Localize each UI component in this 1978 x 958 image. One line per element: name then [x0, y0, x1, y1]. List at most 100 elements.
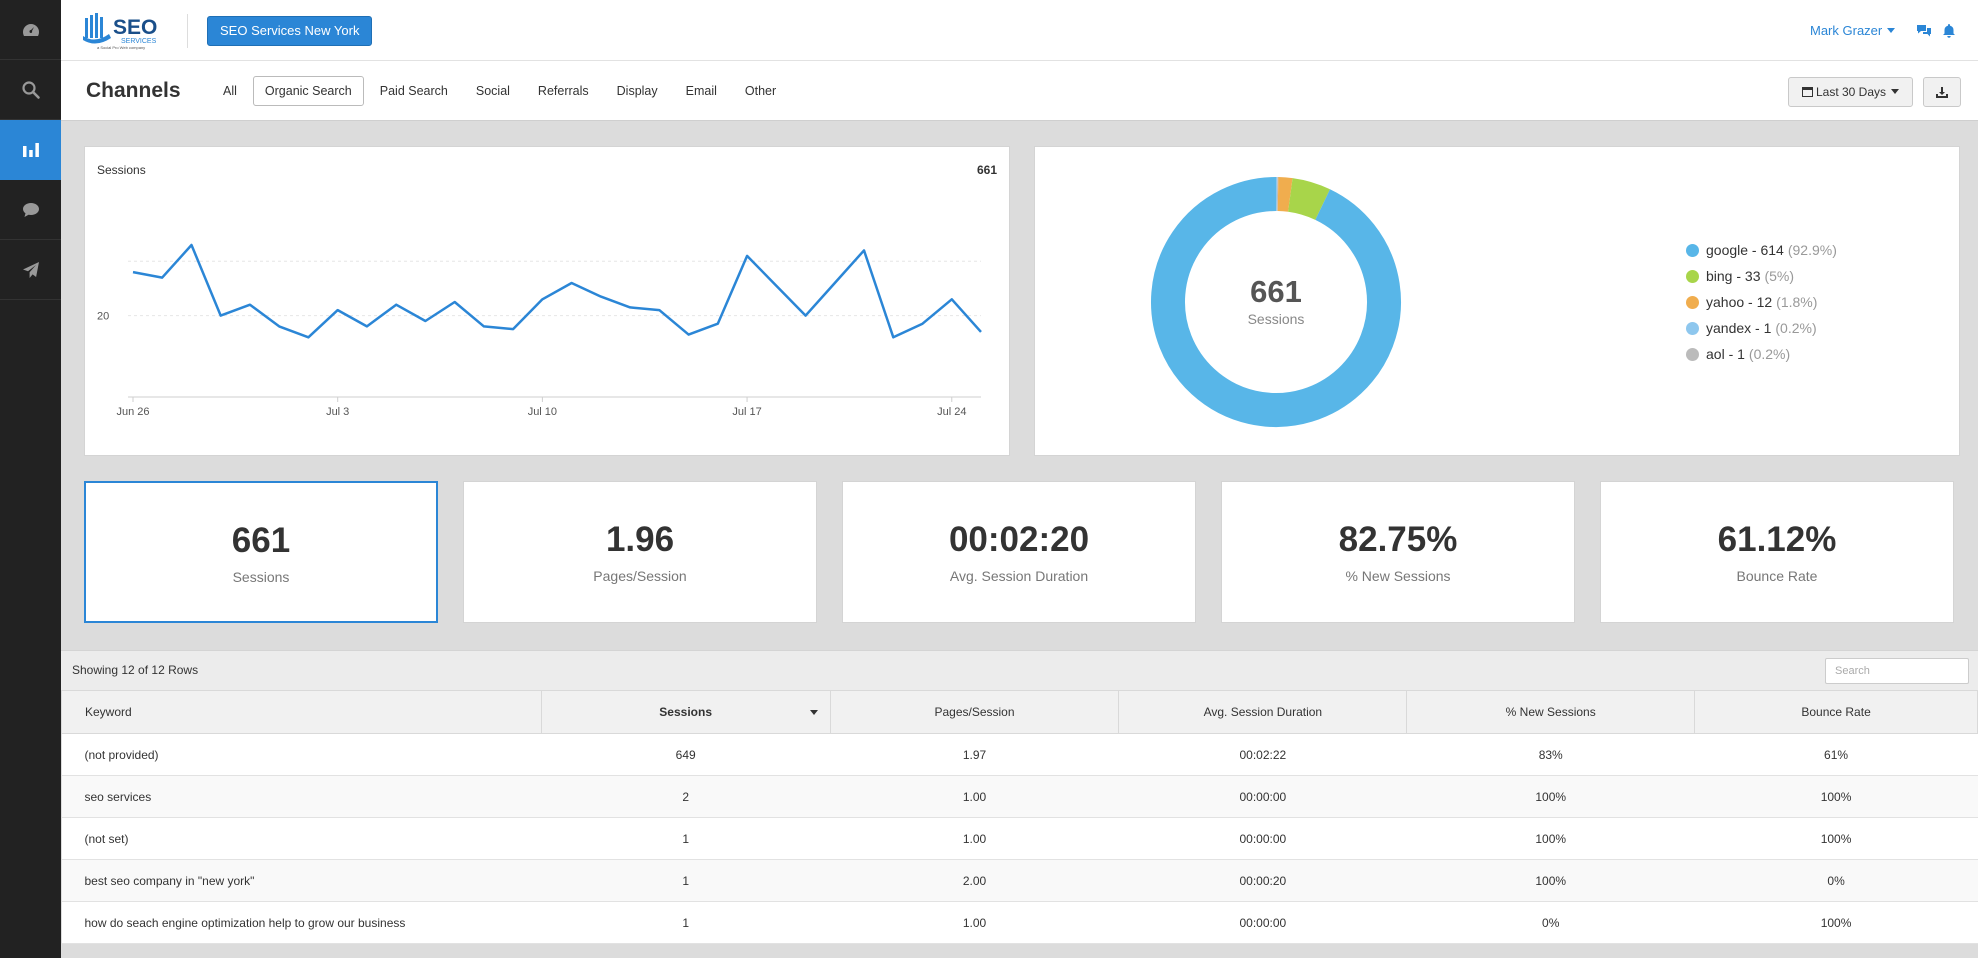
tab-social[interactable]: Social	[475, 84, 510, 98]
col-header-bounce-rate[interactable]: Bounce Rate	[1694, 690, 1978, 734]
kpi-bounce-rate[interactable]: 61.12% Bounce Rate	[1600, 481, 1954, 623]
data-point[interactable]	[745, 254, 749, 258]
data-point[interactable]	[219, 314, 223, 318]
data-point[interactable]	[453, 300, 457, 304]
data-point[interactable]	[979, 330, 983, 334]
kpi-avg-session-duration[interactable]: 00:02:20 Avg. Session Duration	[842, 481, 1196, 623]
sidebar-item-send[interactable]	[0, 240, 61, 300]
donut-slice-yahoo[interactable]	[1277, 177, 1293, 212]
data-point[interactable]	[131, 270, 135, 274]
data-point[interactable]	[160, 276, 164, 280]
data-point[interactable]	[774, 284, 778, 288]
data-point[interactable]	[336, 308, 340, 312]
table-row[interactable]: how do seach engine optimization help to…	[61, 901, 1978, 944]
user-menu[interactable]: Mark Grazer	[1810, 23, 1896, 38]
tab-organic-search[interactable]: Organic Search	[252, 76, 364, 106]
legend-label: yandex - 1	[1706, 320, 1772, 336]
data-point[interactable]	[862, 248, 866, 252]
data-point[interactable]	[248, 303, 252, 307]
legend-percent: (92.9%)	[1787, 242, 1837, 258]
tab-referrals[interactable]: Referrals	[537, 84, 589, 98]
tab-paid-search[interactable]: Paid Search	[379, 84, 448, 98]
data-point[interactable]	[306, 335, 310, 339]
y-tick-label: 20	[97, 311, 109, 323]
col-header-sessions[interactable]: Sessions	[540, 690, 831, 734]
table-search-input[interactable]	[1825, 658, 1969, 684]
data-point[interactable]	[570, 281, 574, 285]
data-point[interactable]	[277, 324, 281, 328]
data-point[interactable]	[394, 303, 398, 307]
sessions-line-chart-card: Sessions 661 20 Jun 26 Jul 3 Jul 10 Jul 17 Ju…	[84, 146, 1010, 456]
donut-slice-google[interactable]	[1151, 177, 1401, 427]
legend-item-yahoo[interactable]: yahoo - 12 (1.8%)	[1686, 289, 1837, 315]
col-header-avg-duration[interactable]: Avg. Session Duration	[1118, 690, 1408, 734]
data-point[interactable]	[540, 297, 544, 301]
cell-avg-duration: 00:00:00	[1118, 817, 1407, 860]
sidebar-item-reports[interactable]	[0, 120, 61, 180]
tab-other[interactable]: Other	[744, 84, 777, 98]
legend-item-aol[interactable]: aol - 1 (0.2%)	[1686, 341, 1837, 367]
cell-bounce-rate: 100%	[1694, 817, 1978, 860]
kpi-pages-per-session[interactable]: 1.96 Pages/Session	[463, 481, 817, 623]
donut-slice-bing[interactable]	[1287, 178, 1331, 221]
svg-text:a Social Pro Web company: a Social Pro Web company	[97, 45, 145, 50]
calendar-icon	[1801, 87, 1813, 97]
data-point[interactable]	[189, 243, 193, 247]
col-header-pages-session[interactable]: Pages/Session	[829, 690, 1120, 734]
logo-divider	[187, 14, 188, 48]
data-point[interactable]	[482, 324, 486, 328]
data-point[interactable]	[423, 319, 427, 323]
legend-swatch	[1686, 295, 1699, 309]
data-point[interactable]	[599, 295, 603, 299]
data-point[interactable]	[921, 322, 925, 326]
data-point[interactable]	[891, 335, 895, 339]
chat-icon	[22, 202, 39, 217]
data-point[interactable]	[833, 281, 837, 285]
data-point[interactable]	[716, 322, 720, 326]
x-tick-label: Jul 10	[528, 406, 557, 418]
tab-email[interactable]: Email	[685, 84, 717, 98]
table-row[interactable]: seo services 2 1.00 00:00:00 100% 100%	[61, 775, 1978, 818]
data-point[interactable]	[804, 314, 808, 318]
account-button[interactable]: SEO Services New York	[207, 16, 373, 46]
cell-avg-duration: 00:00:00	[1118, 901, 1407, 944]
cell-bounce-rate: 0%	[1694, 859, 1978, 902]
cell-sessions: 1	[541, 817, 831, 860]
kpi-value: 661	[231, 521, 291, 560]
cell-bounce-rate: 61%	[1694, 733, 1978, 776]
col-header-keyword[interactable]: Keyword	[61, 690, 542, 734]
download-button[interactable]	[1923, 77, 1961, 107]
table-row[interactable]: best seo company in "new york" 1 2.00 00…	[61, 859, 1978, 902]
cell-sessions: 1	[541, 859, 831, 902]
legend-item-bing[interactable]: bing - 33 (5%)	[1686, 263, 1837, 289]
sidebar-item-messages[interactable]	[0, 180, 61, 240]
data-point[interactable]	[657, 308, 661, 312]
channel-tabs: All Organic Search Paid Search Social Re…	[211, 76, 788, 106]
legend-item-google[interactable]: google - 614 (92.9%)	[1686, 237, 1837, 263]
kpi-new-sessions[interactable]: 82.75% % New Sessions	[1221, 481, 1575, 623]
data-point[interactable]	[687, 333, 691, 337]
table-toolbar: Showing 12 of 12 Rows	[61, 650, 1978, 690]
date-range-button[interactable]: Last 30 Days	[1788, 77, 1913, 107]
chat-bubbles-icon[interactable]	[1916, 23, 1932, 39]
table-row[interactable]: (not provided) 649 1.97 00:02:22 83% 61%	[61, 733, 1978, 776]
legend-percent: (1.8%)	[1776, 294, 1818, 310]
brand-logo[interactable]: SEO SERVICES a Social Pro Web company	[83, 12, 191, 50]
table-row[interactable]: (not set) 1 1.00 00:00:00 100% 100%	[61, 817, 1978, 860]
bell-icon[interactable]	[1941, 23, 1957, 39]
tab-display[interactable]: Display	[616, 84, 658, 98]
sidebar-item-dashboard[interactable]	[0, 0, 61, 60]
date-range-label: Last 30 Days	[1815, 85, 1887, 99]
data-point[interactable]	[950, 297, 954, 301]
tab-all[interactable]: All	[223, 84, 237, 98]
sidebar-item-search[interactable]	[0, 60, 61, 120]
col-header-new-sessions[interactable]: % New Sessions	[1406, 690, 1696, 734]
kpi-sessions[interactable]: 661 Sessions	[84, 481, 438, 623]
keywords-table: Keyword Sessions Pages/Session Avg. Sess…	[61, 690, 1978, 944]
x-tick-label: Jul 17	[732, 406, 761, 418]
data-point[interactable]	[365, 324, 369, 328]
legend-item-yandex[interactable]: yandex - 1 (0.2%)	[1686, 315, 1837, 341]
data-point[interactable]	[511, 327, 515, 331]
data-point[interactable]	[628, 305, 632, 309]
cell-sessions: 649	[541, 733, 831, 776]
